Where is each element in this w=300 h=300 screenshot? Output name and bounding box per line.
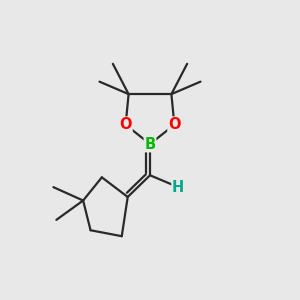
Text: H: H — [172, 180, 184, 195]
Text: B: B — [144, 136, 156, 152]
Text: O: O — [168, 117, 181, 132]
Text: O: O — [119, 117, 132, 132]
